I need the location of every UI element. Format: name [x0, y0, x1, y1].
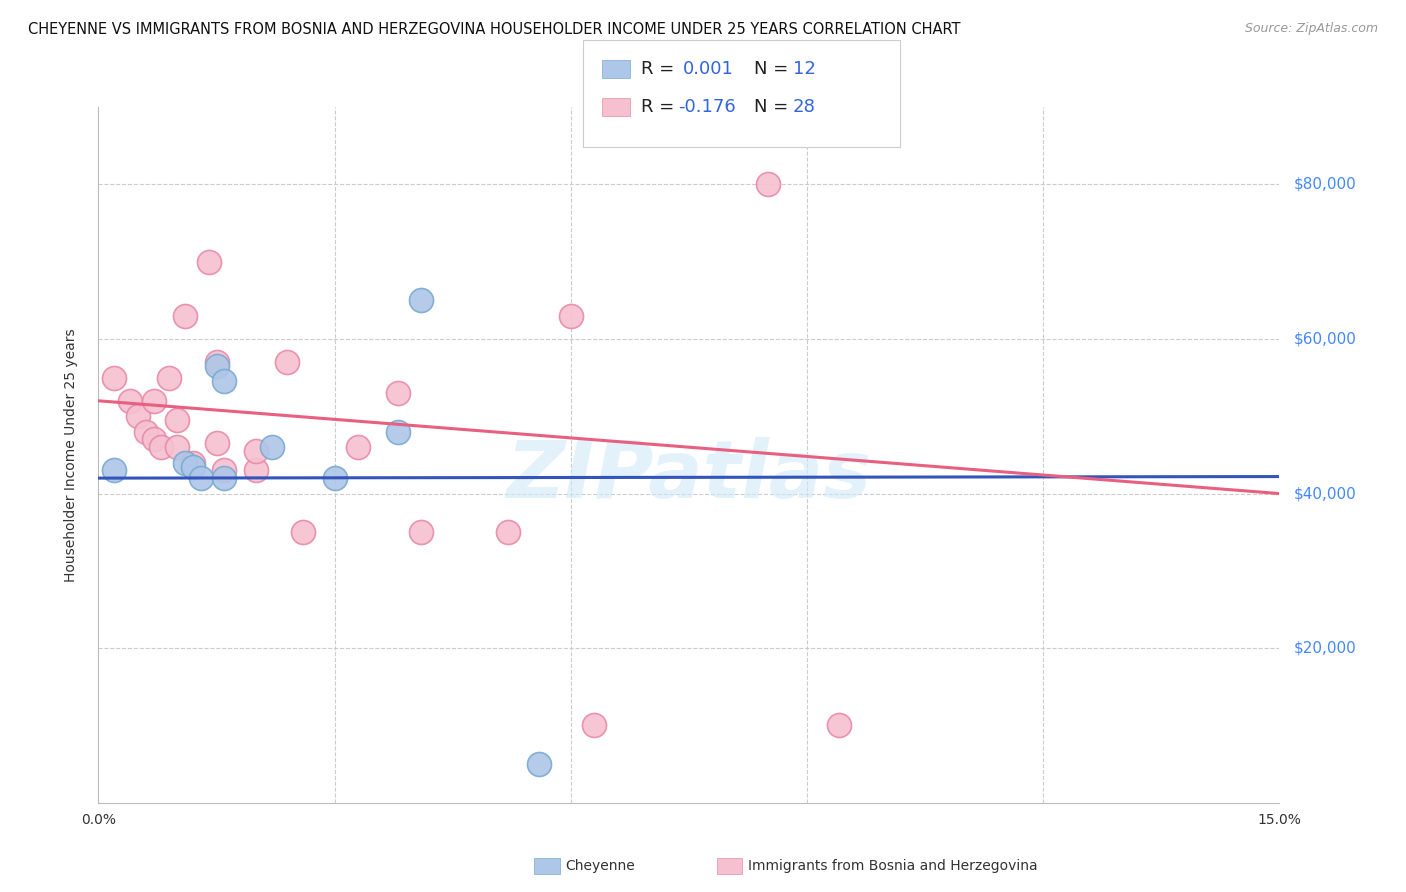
Point	[214, 463, 236, 477]
Point	[157, 370, 180, 384]
Point	[214, 471, 236, 485]
Text: CHEYENNE VS IMMIGRANTS FROM BOSNIA AND HERZEGOVINA HOUSEHOLDER INCOME UNDER 25 Y: CHEYENNE VS IMMIGRANTS FROM BOSNIA AND H…	[28, 22, 960, 37]
Point	[827, 718, 849, 732]
Point	[583, 718, 606, 732]
Point	[387, 386, 409, 401]
Point	[411, 293, 433, 308]
Text: R =: R =	[641, 98, 681, 116]
Point	[135, 425, 157, 439]
Point	[245, 463, 267, 477]
Text: -0.176: -0.176	[678, 98, 735, 116]
Text: $80,000: $80,000	[1294, 177, 1357, 192]
Point	[181, 459, 204, 474]
Point	[276, 355, 298, 369]
Text: Immigrants from Bosnia and Herzegovina: Immigrants from Bosnia and Herzegovina	[748, 859, 1038, 873]
Point	[166, 413, 188, 427]
Point	[174, 309, 197, 323]
Text: 12: 12	[793, 60, 815, 78]
Point	[142, 433, 165, 447]
Point	[529, 757, 551, 772]
Text: 28: 28	[793, 98, 815, 116]
Point	[150, 440, 173, 454]
Point	[205, 436, 228, 450]
Point	[142, 393, 165, 408]
Point	[174, 456, 197, 470]
Point	[127, 409, 149, 424]
Point	[205, 359, 228, 373]
Text: $40,000: $40,000	[1294, 486, 1357, 501]
Point	[347, 440, 370, 454]
Point	[103, 370, 125, 384]
Text: Cheyenne: Cheyenne	[565, 859, 636, 873]
Text: $60,000: $60,000	[1294, 332, 1357, 346]
Point	[387, 425, 409, 439]
Point	[292, 525, 315, 540]
Text: N =: N =	[754, 60, 793, 78]
Y-axis label: Householder Income Under 25 years: Householder Income Under 25 years	[63, 328, 77, 582]
Point	[245, 444, 267, 458]
Point	[190, 471, 212, 485]
Point	[496, 525, 519, 540]
Point	[323, 471, 346, 485]
Point	[197, 254, 219, 268]
Point	[103, 463, 125, 477]
Text: R =: R =	[641, 60, 681, 78]
Point	[205, 355, 228, 369]
Point	[756, 178, 779, 192]
Point	[214, 375, 236, 389]
Point	[560, 309, 582, 323]
Text: $20,000: $20,000	[1294, 640, 1357, 656]
Text: Source: ZipAtlas.com: Source: ZipAtlas.com	[1244, 22, 1378, 36]
Point	[118, 393, 141, 408]
Point	[260, 440, 283, 454]
Text: ZIPatlas: ZIPatlas	[506, 437, 872, 515]
Point	[181, 456, 204, 470]
Point	[411, 525, 433, 540]
Point	[166, 440, 188, 454]
Text: N =: N =	[754, 98, 793, 116]
Text: 0.001: 0.001	[683, 60, 734, 78]
